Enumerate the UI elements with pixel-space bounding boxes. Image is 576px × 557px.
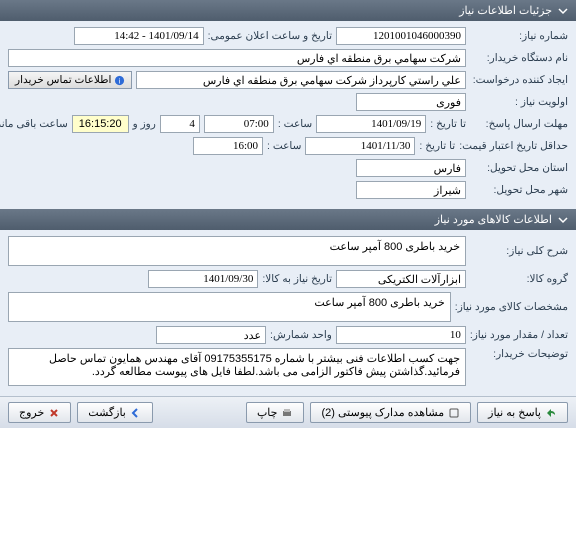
back-icon [130, 407, 142, 419]
print-label: چاپ [257, 406, 278, 419]
section-title-2: اطلاعات کالاهای مورد نیاز [435, 213, 552, 226]
spec-field[interactable]: خرید باطری 800 آمپر ساعت [8, 292, 451, 322]
deadline-date-field[interactable] [316, 115, 426, 133]
print-button[interactable]: چاپ [246, 402, 305, 423]
info-icon: i [114, 75, 125, 86]
buyer-label: نام دستگاه خریدار: [470, 52, 568, 64]
deadline-time-field[interactable] [204, 115, 274, 133]
announce-label: تاریخ و ساعت اعلان عمومی: [208, 30, 332, 42]
buyer-note-label: توضیحات خریدار: [470, 348, 568, 360]
spec-label: مشخصات کالای مورد نیاز: [455, 301, 568, 313]
back-button[interactable]: بازگشت [77, 402, 153, 423]
exit-icon [48, 407, 60, 419]
exit-label: خروج [19, 406, 44, 419]
back-label: بازگشت [88, 406, 126, 419]
reply-button[interactable]: پاسخ به نیاز [477, 402, 568, 423]
valid-time-field[interactable] [193, 137, 263, 155]
attachments-button[interactable]: مشاهده مدارک پیوستی (2) [310, 402, 471, 423]
form-goods: شرح کلی نیاز: خرید باطری 800 آمپر ساعت گ… [0, 230, 576, 396]
group-label: گروه کالا: [470, 273, 568, 285]
group-field[interactable] [336, 270, 466, 288]
to-date-label-2: تا تاریخ : [419, 140, 455, 152]
exit-button[interactable]: خروج [8, 402, 71, 423]
form-details: شماره نیاز: تاریخ و ساعت اعلان عمومی: نا… [0, 21, 576, 209]
need-no-label: شماره نیاز: [470, 30, 568, 42]
chevron-down-icon [558, 6, 568, 16]
priority-field[interactable] [356, 93, 466, 111]
need-date-label: تاریخ نیاز به کالا: [262, 273, 332, 285]
section-header-details: جزئیات اطلاعات نیاز [0, 0, 576, 21]
chevron-down-icon [558, 215, 568, 225]
buyer-contact-button[interactable]: i اطلاعات تماس خریدار [8, 71, 132, 89]
unit-label: واحد شمارش: [270, 329, 332, 341]
footer-toolbar: پاسخ به نیاز مشاهده مدارک پیوستی (2) چاپ… [0, 396, 576, 428]
creator-label: ایجاد کننده درخواست: [470, 74, 568, 86]
reply-label: پاسخ به نیاز [488, 406, 541, 419]
printer-icon [281, 407, 293, 419]
unit-field[interactable] [156, 326, 266, 344]
remain-suffix: ساعت باقی مانده [0, 118, 68, 130]
valid-date-field[interactable] [305, 137, 415, 155]
section-title: جزئیات اطلاعات نیاز [459, 4, 552, 17]
city-label: شهر محل تحویل: [470, 184, 568, 196]
creator-field[interactable] [136, 71, 466, 89]
attachment-icon [448, 407, 460, 419]
province-label: استان محل تحویل: [470, 162, 568, 174]
province-field[interactable] [356, 159, 466, 177]
need-no-field[interactable] [336, 27, 466, 45]
need-date-field[interactable] [148, 270, 258, 288]
attach-label: مشاهده مدارک پیوستی (2) [321, 406, 444, 419]
qty-label: تعداد / مقدار مورد نیاز: [470, 329, 568, 341]
valid-label: حداقل تاریخ اعتبار قیمت: [459, 140, 568, 152]
time-label-2: ساعت : [267, 140, 301, 152]
buyer-note-field[interactable]: جهت کسب اطلاعات فنی بیشتر با شماره 09175… [8, 348, 466, 386]
desc-label: شرح کلی نیاز: [470, 245, 568, 257]
city-field[interactable] [356, 181, 466, 199]
qty-field[interactable] [336, 326, 466, 344]
remaining-time: 16:15:20 [72, 115, 129, 133]
deadline-label: مهلت ارسال پاسخ: [470, 118, 568, 130]
announce-field[interactable] [74, 27, 204, 45]
time-label-1: ساعت : [278, 118, 312, 130]
reply-icon [545, 407, 557, 419]
section-header-goods: اطلاعات کالاهای مورد نیاز [0, 209, 576, 230]
days-and-label: روز و [133, 118, 156, 130]
buyer-field[interactable] [8, 49, 466, 67]
to-date-label: تا تاریخ : [430, 118, 466, 130]
desc-field[interactable]: خرید باطری 800 آمپر ساعت [8, 236, 466, 266]
remain-days-field[interactable] [160, 115, 200, 133]
contact-btn-label: اطلاعات تماس خریدار [15, 74, 111, 86]
priority-label: اولویت نیاز : [470, 96, 568, 108]
